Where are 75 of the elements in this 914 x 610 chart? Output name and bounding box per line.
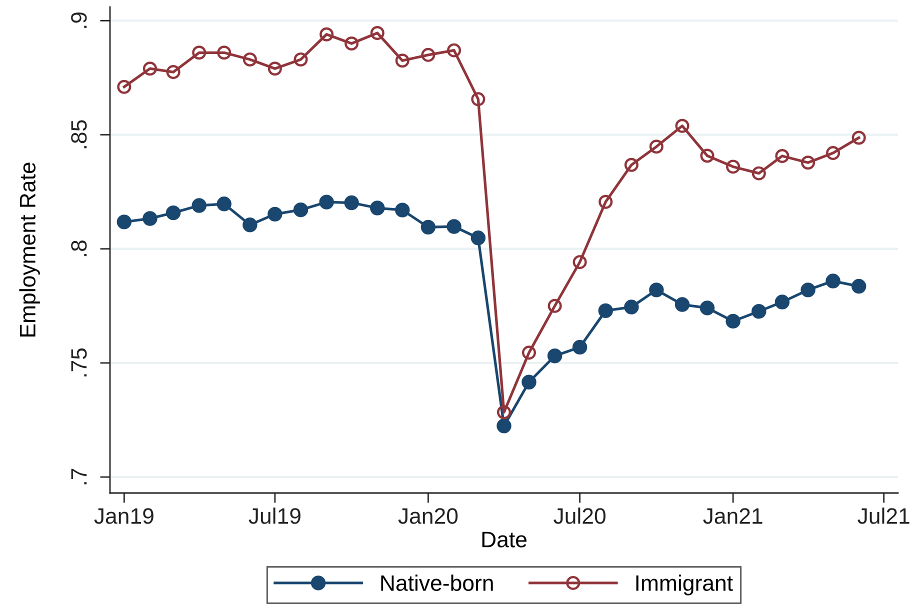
x-tick-label: Jan19	[94, 508, 154, 524]
point	[166, 205, 181, 220]
point	[216, 196, 232, 212]
y-tick-label: .8	[71, 240, 87, 256]
point	[370, 200, 385, 216]
point	[624, 300, 639, 314]
x-tick-label: Jan20	[398, 508, 458, 524]
point	[649, 282, 664, 298]
point	[675, 118, 690, 133]
y-axis-title: Employment Rate	[19, 162, 40, 336]
point	[294, 52, 308, 66]
point	[420, 220, 436, 235]
x-tick-label: Jul21	[858, 508, 910, 524]
point	[522, 346, 536, 360]
point	[598, 194, 613, 209]
point	[166, 65, 180, 80]
point	[826, 146, 840, 160]
point	[800, 282, 816, 298]
point	[496, 418, 512, 434]
point	[522, 374, 536, 390]
point	[217, 46, 232, 60]
point	[319, 194, 334, 210]
point	[801, 156, 816, 170]
point	[496, 405, 512, 420]
point	[117, 80, 132, 94]
point	[370, 26, 384, 40]
legend-label: Native-born	[381, 574, 493, 591]
point	[700, 300, 715, 316]
point	[192, 46, 206, 60]
point	[726, 314, 740, 329]
x-tick-label: Jan21	[703, 508, 762, 524]
point	[826, 274, 840, 288]
point	[624, 158, 638, 172]
point	[470, 230, 486, 246]
point	[572, 255, 587, 270]
point	[293, 202, 308, 218]
point	[471, 92, 486, 106]
point	[421, 48, 436, 62]
point	[268, 62, 282, 76]
point	[192, 198, 206, 213]
y-tick-label: .85	[71, 120, 87, 148]
point	[775, 148, 790, 164]
point	[852, 130, 866, 145]
point	[142, 62, 157, 76]
point	[142, 211, 158, 226]
point	[726, 160, 740, 174]
point	[598, 303, 613, 318]
point	[700, 148, 714, 163]
x-tick-label: Jul19	[248, 508, 300, 524]
x-tick-label: Jul20	[554, 508, 606, 524]
y-tick-label: .75	[71, 348, 87, 376]
point	[774, 294, 790, 310]
point	[446, 219, 462, 234]
point	[268, 206, 282, 222]
point	[447, 43, 462, 58]
point	[572, 340, 588, 355]
point	[752, 304, 766, 319]
point	[242, 52, 257, 66]
y-tick-label: .9	[71, 12, 87, 28]
point	[344, 195, 359, 210]
point	[547, 348, 562, 364]
point	[851, 278, 866, 294]
legend-label: Immigrant	[636, 574, 733, 596]
point	[649, 140, 664, 154]
point	[395, 54, 410, 68]
point	[344, 36, 359, 51]
point	[395, 202, 410, 218]
point	[242, 218, 258, 232]
x-axis-title: Date	[482, 532, 526, 548]
point	[548, 298, 562, 313]
y-tick-label: .7	[71, 468, 87, 484]
point	[116, 214, 132, 230]
point	[320, 27, 334, 42]
point	[752, 166, 766, 180]
point	[674, 297, 690, 312]
